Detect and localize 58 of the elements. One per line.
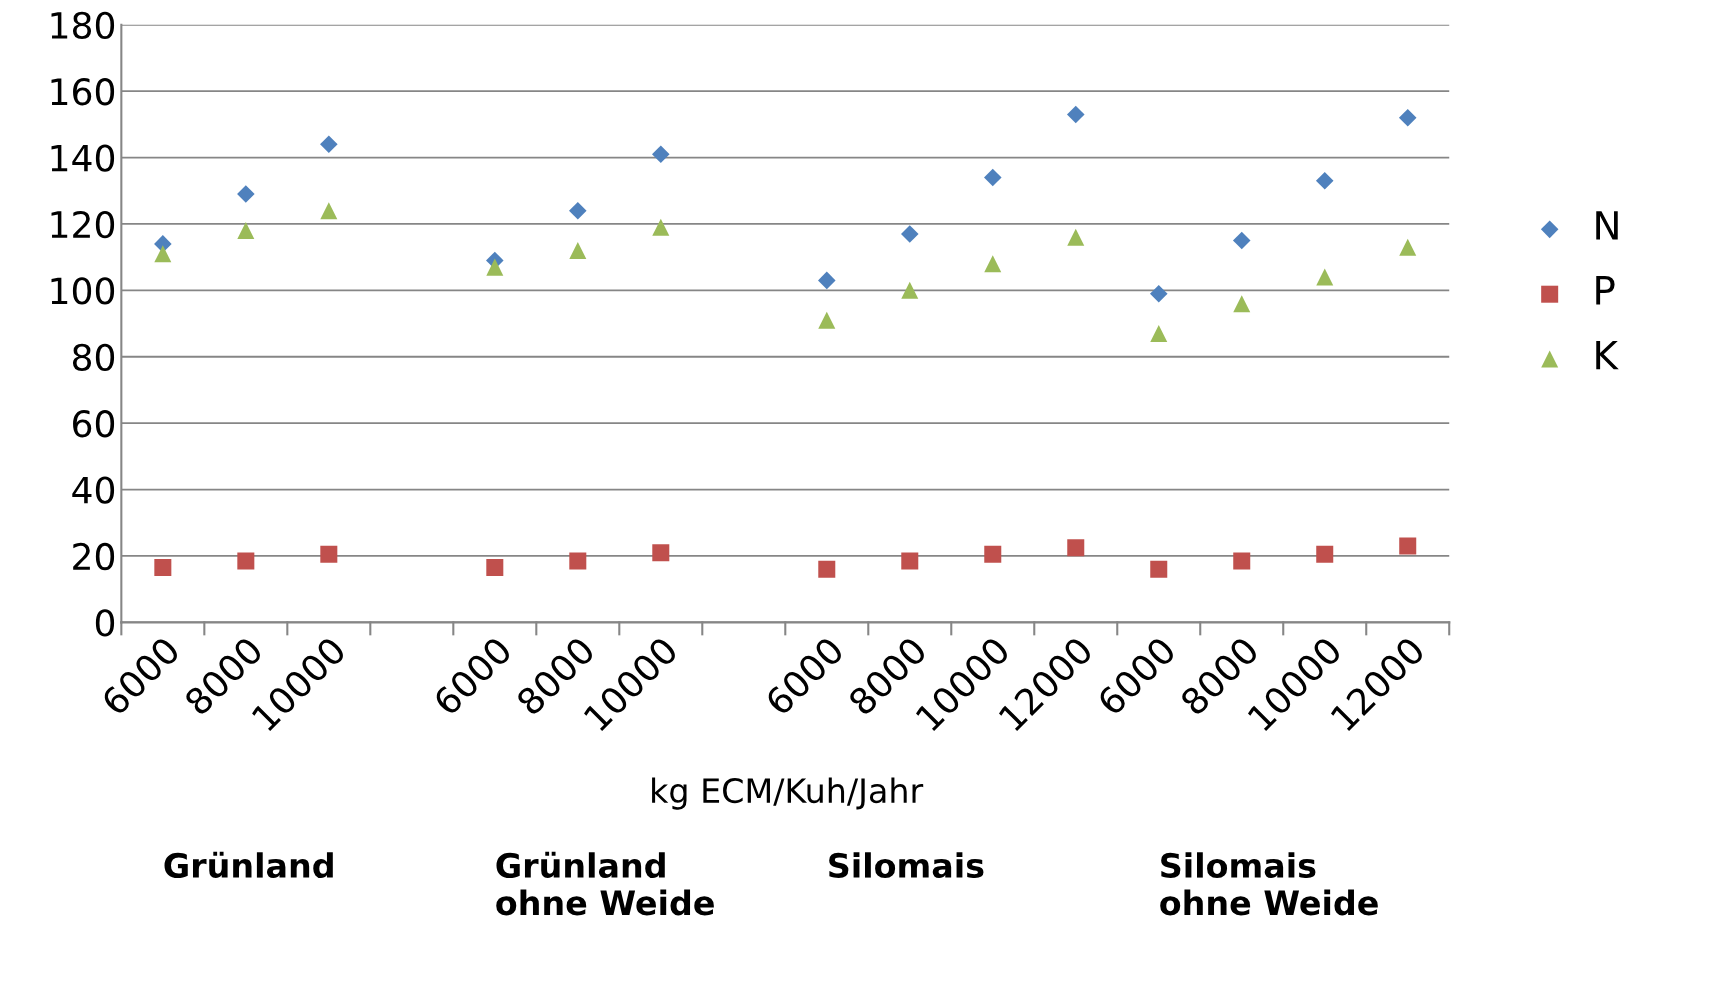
y-tick-label: 80 xyxy=(72,343,115,371)
point xyxy=(1150,560,1168,578)
y-tick-label: 180 xyxy=(51,11,115,40)
point xyxy=(320,202,338,220)
point xyxy=(1067,228,1085,246)
point xyxy=(818,311,836,329)
text: Grünland ohne Weide xyxy=(496,851,714,916)
y-tick-label: 0 xyxy=(95,609,115,637)
point xyxy=(1067,539,1085,557)
y-tick-label: 100 xyxy=(51,277,115,305)
point xyxy=(320,135,338,154)
point xyxy=(901,552,919,570)
point xyxy=(652,544,670,562)
point xyxy=(652,218,670,236)
point xyxy=(1233,552,1251,570)
point xyxy=(901,281,919,299)
point xyxy=(900,225,919,243)
x-axis-title: kg ECM/Kuh/Jahr xyxy=(652,777,924,810)
y-tick-label: 20 xyxy=(73,542,115,571)
point xyxy=(818,271,836,290)
point xyxy=(154,245,172,263)
point xyxy=(1233,295,1251,313)
text: Grünland xyxy=(164,851,333,879)
y-tick-label: 140 xyxy=(51,144,115,172)
point xyxy=(984,545,1002,563)
point xyxy=(1398,108,1417,127)
point xyxy=(984,255,1002,273)
point xyxy=(1066,105,1085,124)
y-tick-label: 60 xyxy=(73,410,115,438)
point xyxy=(1399,537,1417,555)
point xyxy=(486,258,504,276)
point xyxy=(569,242,587,260)
y-tick-label: 160 xyxy=(51,78,115,106)
point xyxy=(486,559,504,577)
point xyxy=(1315,172,1334,190)
y-tick-label: 120 xyxy=(51,210,115,239)
point xyxy=(983,168,1002,187)
legend-label: K xyxy=(1596,340,1619,370)
point xyxy=(1232,231,1251,250)
point xyxy=(569,552,587,570)
point xyxy=(818,560,836,578)
point xyxy=(1149,284,1168,303)
text: Silomais ohne Weide xyxy=(1160,852,1378,916)
point xyxy=(237,222,255,240)
point xyxy=(154,559,172,577)
point xyxy=(652,145,670,164)
text: Silomais xyxy=(829,852,984,879)
point xyxy=(1150,325,1168,343)
point xyxy=(569,201,587,220)
legend-label: P xyxy=(1596,276,1615,305)
point xyxy=(1316,545,1334,563)
point xyxy=(1399,238,1417,256)
point xyxy=(237,185,255,203)
legend-label: N xyxy=(1596,211,1618,240)
point xyxy=(1316,268,1334,286)
y-tick-label: 40 xyxy=(72,476,115,504)
point xyxy=(237,552,255,570)
point xyxy=(320,545,338,563)
